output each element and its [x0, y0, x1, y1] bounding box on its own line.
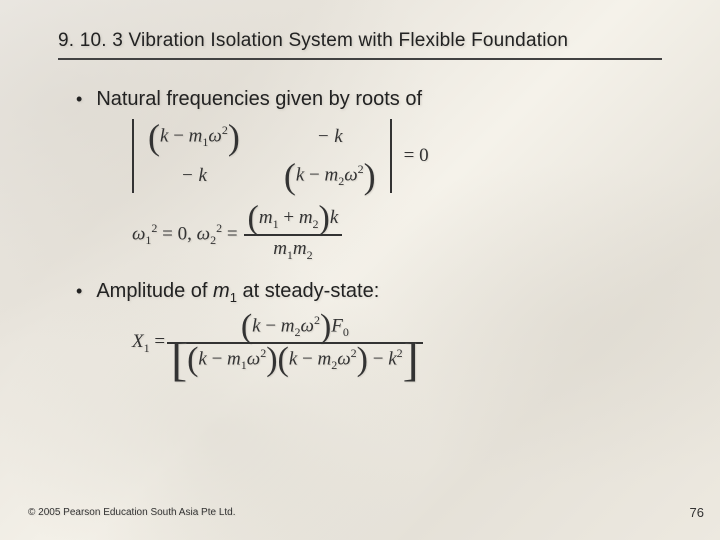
bullet-dot-icon: •: [76, 281, 82, 302]
matrix-bar-left: [132, 119, 134, 193]
determinant-matrix: (k − m1ω2) − k − k (k − m2ω2): [132, 119, 392, 193]
bullet-1: • Natural frequencies given by roots of: [58, 88, 662, 111]
matrix-c22: (k − m2ω2): [284, 162, 376, 189]
matrix-c21: − k: [148, 165, 240, 187]
matrix-c11: (k − m1ω2): [148, 123, 240, 150]
bullet-1-text: Natural frequencies given by roots of: [96, 88, 422, 111]
equation-3: X1 = (k − m2ω2)F0 [(k − m1ω2)(k − m2ω2) …: [132, 313, 662, 373]
matrix-c12: − k: [284, 126, 376, 148]
eq3-fraction: (k − m2ω2)F0 [(k − m1ω2)(k − m2ω2) − k2]: [167, 313, 423, 373]
section-title: 9. 10. 3 Vibration Isolation System with…: [58, 30, 662, 52]
bullet-2: • Amplitude of m1 at steady-state:: [58, 280, 662, 305]
equation-2: ω12 = 0, ω22 = (m1 + m2)k m1m2: [132, 207, 662, 262]
eq1-rhs: = 0: [404, 145, 429, 167]
bullet-dot-icon: •: [76, 89, 82, 110]
section-title-text: Vibration Isolation System with Flexible…: [128, 30, 568, 51]
eq2-fraction: (m1 + m2)k m1m2: [244, 207, 343, 262]
section-underline: [58, 58, 662, 60]
bullet-2-text: Amplitude of m1 at steady-state:: [96, 280, 379, 305]
matrix-bar-right: [390, 119, 392, 193]
section-number: 9. 10. 3: [58, 30, 123, 51]
equation-1: (k − m1ω2) − k − k (k − m2ω2) = 0 ω12 = …: [132, 119, 662, 262]
copyright-text: © 2005 Pearson Education South Asia Pte …: [28, 507, 236, 518]
page-number: 76: [690, 505, 704, 520]
